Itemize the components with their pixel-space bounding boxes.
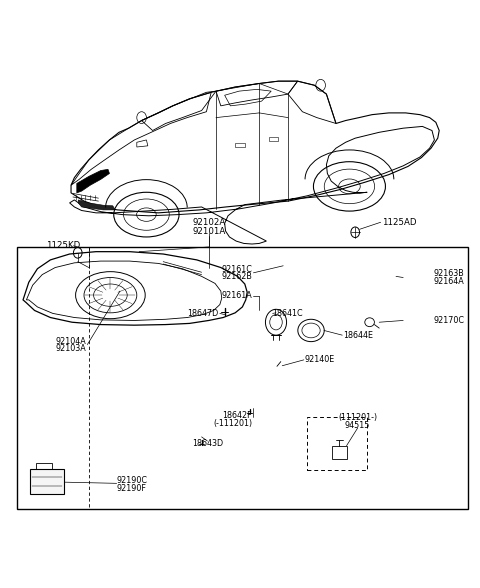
Text: 92161C: 92161C bbox=[221, 265, 252, 274]
Text: 92104A: 92104A bbox=[56, 336, 86, 346]
Bar bbox=[235, 143, 245, 147]
Text: 18642F: 18642F bbox=[222, 411, 252, 420]
Text: (111201-): (111201-) bbox=[338, 413, 377, 422]
Text: 1125KD: 1125KD bbox=[46, 241, 80, 250]
Text: 94515: 94515 bbox=[345, 420, 370, 430]
Text: 1125AD: 1125AD bbox=[382, 218, 416, 227]
Bar bbox=[36, 463, 52, 469]
Text: 92190C: 92190C bbox=[117, 476, 148, 486]
Bar bbox=[332, 446, 347, 459]
Text: 92101A: 92101A bbox=[192, 226, 226, 236]
Bar bbox=[307, 417, 367, 470]
Text: 92170C: 92170C bbox=[433, 316, 465, 325]
Text: 92140E: 92140E bbox=[305, 355, 335, 365]
Text: 92103A: 92103A bbox=[56, 344, 86, 353]
Text: 92163B: 92163B bbox=[434, 269, 465, 278]
Circle shape bbox=[246, 399, 253, 409]
Polygon shape bbox=[77, 169, 109, 193]
Text: 18647D: 18647D bbox=[187, 309, 218, 318]
Bar bbox=[269, 137, 278, 141]
Circle shape bbox=[198, 432, 205, 440]
Polygon shape bbox=[78, 200, 115, 210]
Text: 18641C: 18641C bbox=[273, 309, 303, 318]
Text: 18644E: 18644E bbox=[343, 330, 373, 340]
Circle shape bbox=[221, 302, 228, 310]
Text: 92161A: 92161A bbox=[221, 291, 252, 300]
Text: (-111201): (-111201) bbox=[213, 419, 252, 429]
Text: 18643D: 18643D bbox=[192, 439, 223, 449]
Text: 92164A: 92164A bbox=[434, 276, 465, 286]
Text: 92162B: 92162B bbox=[221, 272, 252, 282]
Text: 92102A: 92102A bbox=[192, 218, 226, 227]
Bar bbox=[30, 469, 64, 494]
Text: 92190F: 92190F bbox=[117, 484, 146, 493]
Bar bbox=[17, 247, 468, 509]
